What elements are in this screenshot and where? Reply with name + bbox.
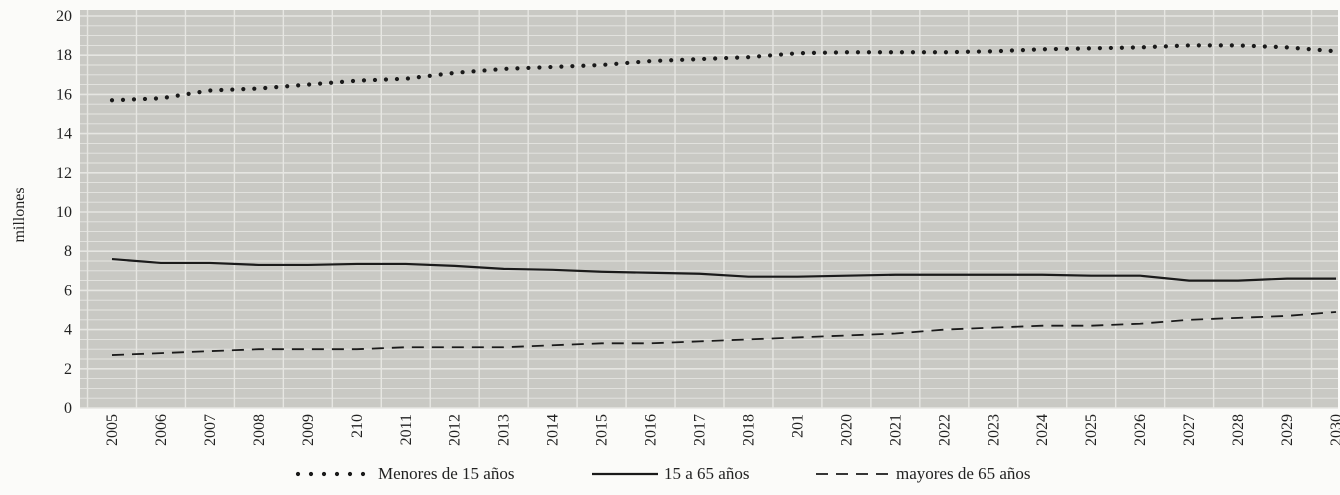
x-tick-label: 2009 [300, 414, 317, 446]
x-tick-label: 2018 [740, 414, 757, 446]
legend-label: 15 a 65 años [664, 464, 749, 483]
x-tick-label: 2016 [643, 414, 660, 446]
x-tick-label: 2011 [398, 414, 415, 445]
x-tick-label: 210 [349, 414, 366, 438]
x-tick-label: 2024 [1034, 414, 1051, 446]
x-tick-label: 2007 [202, 414, 219, 446]
y-axis-label: millones [11, 187, 28, 242]
x-tick-label: 2005 [104, 414, 121, 446]
x-tick-label: 2029 [1279, 414, 1296, 446]
x-tick-label: 2022 [936, 414, 953, 446]
y-tick-label: 18 [56, 47, 72, 64]
y-tick-label: 8 [64, 243, 72, 260]
x-tick-label: 2013 [496, 414, 513, 446]
x-tick-label: 2020 [838, 414, 855, 446]
x-tick-label: 2008 [251, 414, 268, 446]
y-axis-ticks: 0 2 4 6 8 10 12 14 16 18 20 [56, 8, 72, 417]
x-tick-label: 2023 [985, 414, 1002, 446]
x-tick-label: 2021 [887, 414, 904, 446]
y-tick-label: 10 [56, 204, 72, 221]
x-tick-label: 2025 [1083, 414, 1100, 446]
x-tick-label: 2026 [1132, 414, 1149, 446]
legend-label: mayores de 65 años [896, 464, 1031, 483]
x-tick-label: 2012 [447, 414, 464, 446]
y-tick-label: 14 [56, 126, 72, 143]
y-tick-label: 2 [64, 361, 72, 378]
y-tick-label: 6 [64, 282, 72, 299]
x-tick-label: 2006 [153, 414, 170, 446]
x-tick-label: 2015 [594, 414, 611, 446]
legend-label: Menores de 15 años [378, 464, 514, 483]
x-axis-ticks: 2005 2006 2007 2008 2009 210 2011 2012 2013 2014 2… [104, 414, 1340, 446]
legend: Menores de 15 años 15 a 65 años mayores de… [298, 464, 1031, 483]
x-tick-label: 2027 [1181, 414, 1198, 446]
y-tick-label: 16 [56, 86, 72, 103]
y-tick-label: 20 [56, 8, 72, 25]
x-tick-label: 2014 [545, 414, 562, 446]
y-tick-label: 0 [64, 400, 72, 417]
y-tick-label: 4 [64, 322, 72, 339]
x-tick-label: 2017 [692, 414, 709, 446]
y-tick-label: 12 [56, 165, 72, 182]
x-tick-label: 2030 [1328, 414, 1340, 446]
x-tick-label: 2028 [1230, 414, 1247, 446]
x-tick-label: 201 [789, 414, 806, 438]
plot-area [80, 10, 1338, 408]
